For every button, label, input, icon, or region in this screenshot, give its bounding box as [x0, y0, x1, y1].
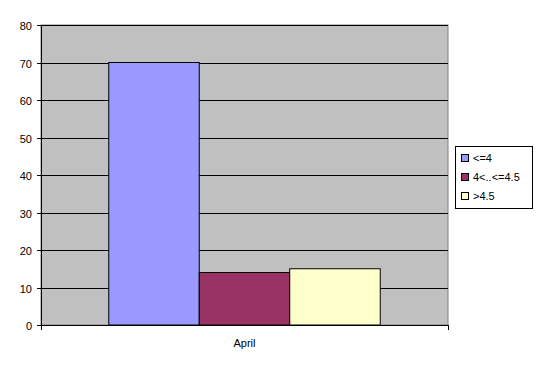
bar — [109, 63, 199, 326]
y-tick — [37, 63, 41, 64]
x-tick — [41, 325, 42, 330]
y-tick — [37, 250, 41, 251]
y-tick-label: 0 — [26, 320, 32, 332]
legend-swatch — [462, 155, 469, 162]
legend-label: <=4 — [473, 152, 492, 164]
y-tick-label: 10 — [20, 283, 32, 295]
y-tick-label: 20 — [20, 245, 32, 257]
legend-label: >4.5 — [473, 190, 495, 202]
y-tick — [37, 25, 41, 26]
legend-swatch — [462, 174, 469, 181]
bar — [199, 273, 289, 326]
legend-box — [456, 147, 533, 209]
x-tick-label: April — [233, 337, 255, 349]
grid-line — [41, 250, 448, 251]
y-tick — [37, 213, 41, 214]
grid-line — [41, 175, 448, 176]
x-tick — [448, 325, 449, 330]
y-tick-label: 70 — [20, 58, 32, 70]
y-tick-label: 40 — [20, 170, 32, 182]
y-tick-label: 50 — [20, 133, 32, 145]
bars — [109, 63, 380, 326]
x-axis — [41, 325, 448, 326]
chart-container: 0 10 20 30 40 50 60 70 80 April <=4 4<..<=4.5 >4.5 — [0, 0, 539, 370]
y-tick-label: 80 — [20, 20, 32, 32]
y-tick-label: 30 — [20, 208, 32, 220]
legend-swatch — [462, 193, 469, 200]
grid-line — [41, 100, 448, 101]
legend-label: 4<..<=4.5 — [473, 171, 520, 183]
y-tick — [37, 138, 41, 139]
grid-line — [41, 213, 448, 214]
grid-line — [41, 138, 448, 139]
grid-line — [41, 63, 448, 64]
plot-area — [41, 25, 448, 325]
chart-svg: 0 10 20 30 40 50 60 70 80 April <=4 4<..<=4.5 >4.5 — [0, 0, 539, 370]
grid-line — [41, 325, 448, 326]
grid-line — [41, 25, 448, 26]
y-tick-label: 60 — [20, 95, 32, 107]
y-tick — [37, 100, 41, 101]
y-axis — [41, 25, 42, 325]
bar — [290, 269, 380, 325]
y-tick — [37, 325, 41, 326]
y-tick — [37, 175, 41, 176]
y-tick — [37, 288, 41, 289]
